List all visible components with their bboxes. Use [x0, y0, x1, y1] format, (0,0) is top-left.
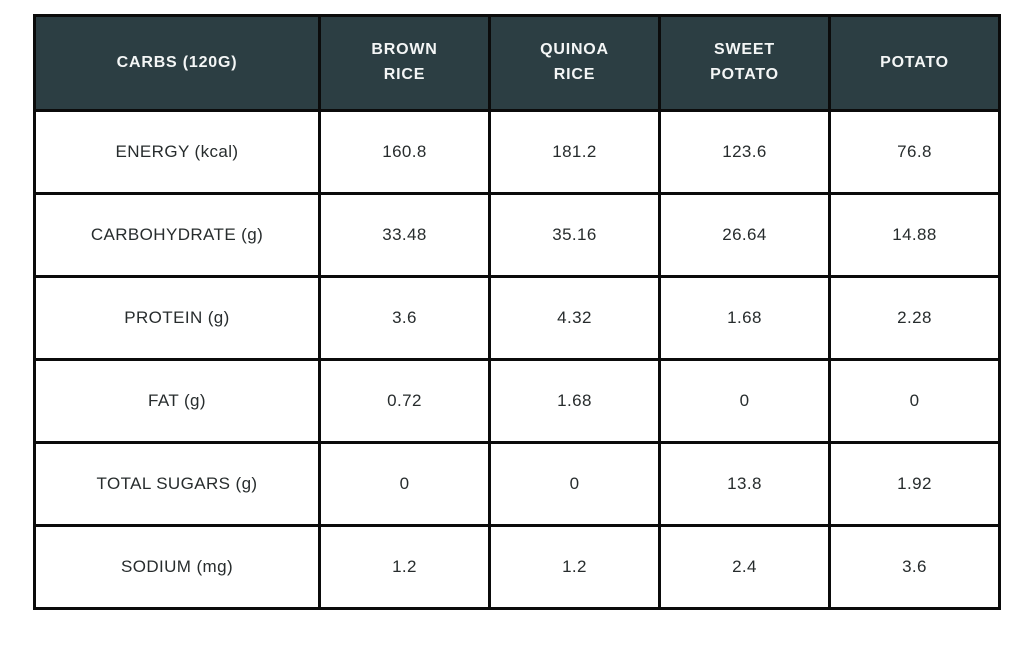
value-cell: 1.2 [318, 524, 491, 610]
value-cell: 160.8 [318, 109, 491, 195]
value-cell: 123.6 [658, 109, 831, 195]
column-header-quinoa-rice: QUINOA RICE [488, 14, 661, 112]
value-cell: 1.2 [488, 524, 661, 610]
value-cell: 13.8 [658, 441, 831, 527]
column-header-potato: POTATO [828, 14, 1001, 112]
value-cell: 1.68 [488, 358, 661, 444]
table-row-sodium: SODIUM (mg) 1.2 1.2 2.4 3.6 [33, 524, 1001, 610]
column-header-sweet-potato: SWEET POTATO [658, 14, 831, 112]
value-cell: 1.92 [828, 441, 1001, 527]
column-header-brown-rice: BROWN RICE [318, 14, 491, 112]
table-row-protein: PROTEIN (g) 3.6 4.32 1.68 2.28 [33, 275, 1001, 361]
value-cell: 33.48 [318, 192, 491, 278]
value-cell: 0.72 [318, 358, 491, 444]
value-cell: 3.6 [828, 524, 1001, 610]
value-cell: 0 [318, 441, 491, 527]
nutrition-comparison-table: CARBS (120G) BROWN RICE QUINOA RICE SWEE… [33, 14, 1001, 610]
row-label: CARBOHYDRATE (g) [33, 192, 321, 278]
value-cell: 3.6 [318, 275, 491, 361]
value-cell: 14.88 [828, 192, 1001, 278]
value-cell: 0 [658, 358, 831, 444]
value-cell: 35.16 [488, 192, 661, 278]
value-cell: 2.28 [828, 275, 1001, 361]
table-row-fat: FAT (g) 0.72 1.68 0 0 [33, 358, 1001, 444]
row-label: PROTEIN (g) [33, 275, 321, 361]
value-cell: 181.2 [488, 109, 661, 195]
row-label: TOTAL SUGARS (g) [33, 441, 321, 527]
row-label: SODIUM (mg) [33, 524, 321, 610]
value-cell: 26.64 [658, 192, 831, 278]
value-cell: 0 [488, 441, 661, 527]
value-cell: 2.4 [658, 524, 831, 610]
row-label: ENERGY (kcal) [33, 109, 321, 195]
value-cell: 1.68 [658, 275, 831, 361]
table-row-total-sugars: TOTAL SUGARS (g) 0 0 13.8 1.92 [33, 441, 1001, 527]
value-cell: 4.32 [488, 275, 661, 361]
value-cell: 76.8 [828, 109, 1001, 195]
value-cell: 0 [828, 358, 1001, 444]
table-row-energy: ENERGY (kcal) 160.8 181.2 123.6 76.8 [33, 109, 1001, 195]
row-label: FAT (g) [33, 358, 321, 444]
table-header-row: CARBS (120G) BROWN RICE QUINOA RICE SWEE… [33, 14, 1001, 112]
corner-header: CARBS (120G) [33, 14, 321, 112]
table-row-carbohydrate: CARBOHYDRATE (g) 33.48 35.16 26.64 14.88 [33, 192, 1001, 278]
